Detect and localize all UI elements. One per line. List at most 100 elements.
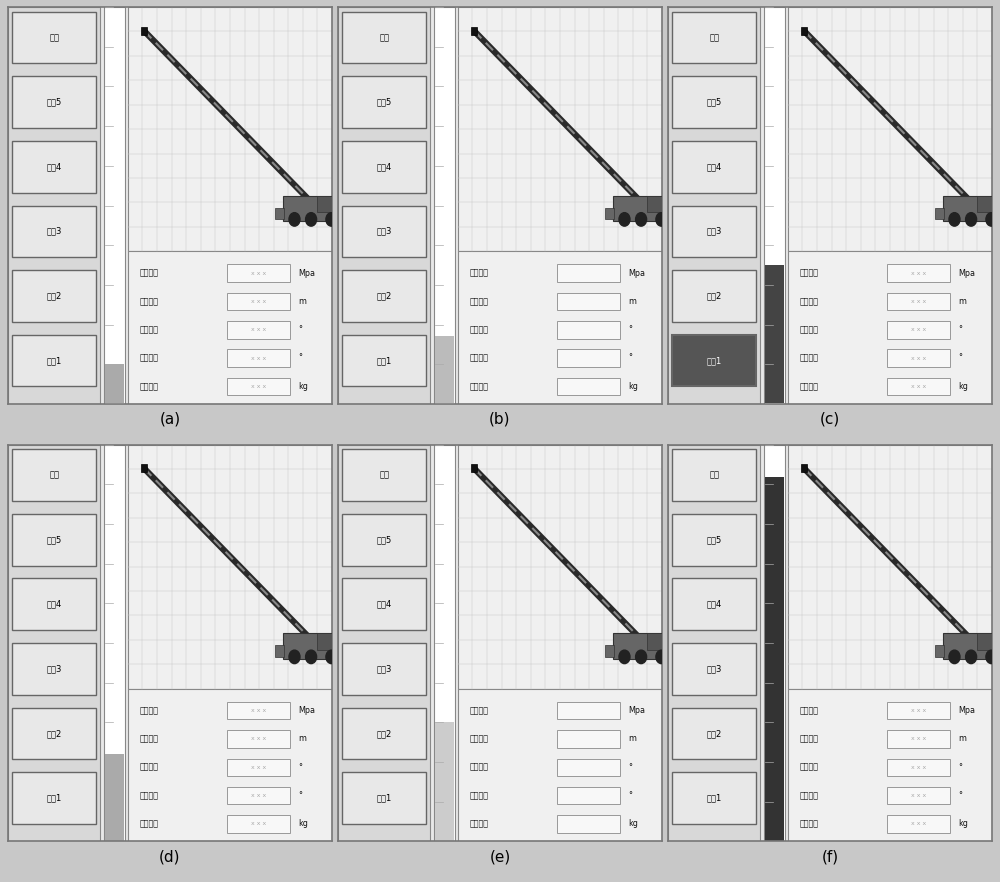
Bar [283,633,345,659]
Circle shape [949,650,960,663]
Text: 俯仰角度: 俯仰角度 [139,325,158,334]
Text: 检修4: 检修4 [377,600,392,609]
Text: Mpa: Mpa [298,269,315,278]
Bar [12,334,96,386]
Text: 测点应力: 测点应力 [139,269,158,278]
Text: (f): (f) [821,849,839,864]
Bar [342,772,426,824]
Text: x x x: x x x [251,355,266,361]
Bar [675,208,684,220]
Text: 检修3: 检修3 [46,664,62,673]
Text: 测点应力: 测点应力 [799,269,818,278]
Text: 检修2: 检修2 [47,291,62,301]
Text: (c): (c) [820,412,840,427]
Circle shape [306,650,317,663]
Text: 工作载荷: 工作载荷 [799,382,818,391]
Text: 工作载荷: 工作载荷 [139,382,158,391]
Text: 工作载荷: 工作载荷 [469,382,488,391]
Bar [12,77,96,128]
Bar [317,633,341,650]
Bar [458,7,662,251]
Bar [342,514,426,565]
Text: m: m [298,735,306,744]
Text: x x x: x x x [251,793,266,798]
Bar [227,293,290,310]
Bar [227,377,290,395]
Circle shape [289,650,300,663]
Bar [613,633,675,659]
Text: 俯仰角度: 俯仰角度 [469,763,488,772]
Bar [977,633,1000,650]
Bar [887,730,950,748]
Bar [458,251,662,404]
Circle shape [326,213,337,226]
Bar [887,293,950,310]
Text: 测点应力: 测点应力 [469,706,488,715]
Bar [887,815,950,833]
Bar [12,270,96,322]
Text: 检修1: 检修1 [47,794,62,803]
Text: 伸展长度: 伸展长度 [139,297,158,306]
Text: 工作载荷: 工作载荷 [139,819,158,828]
Bar [342,141,426,192]
Bar [434,7,455,404]
Bar [342,707,426,759]
Bar [342,270,426,322]
Bar [345,208,354,220]
Circle shape [636,213,647,226]
Text: x x x: x x x [911,299,926,304]
Text: 检修1: 检修1 [707,356,722,365]
Text: 检修5: 检修5 [707,535,722,544]
Bar [275,208,284,220]
Text: 俯仰角度: 俯仰角度 [139,763,158,772]
Bar [765,477,784,841]
Bar [141,464,147,473]
Bar [672,772,756,824]
Circle shape [656,650,667,663]
Bar [672,707,756,759]
Text: 测点应力: 测点应力 [799,706,818,715]
Text: °: ° [628,763,632,772]
Bar [935,208,944,220]
Text: 报废: 报废 [379,34,389,42]
Text: x x x: x x x [911,355,926,361]
Bar [8,7,100,404]
Bar [471,27,477,35]
Text: 回转角度: 回转角度 [799,354,818,363]
Bar [458,445,662,689]
Circle shape [619,213,630,226]
Text: x x x: x x x [251,708,266,714]
Bar [672,334,756,386]
Text: x x x: x x x [251,327,266,333]
Circle shape [966,213,977,226]
Bar [672,643,756,695]
Text: x x x: x x x [251,736,266,742]
Bar [672,449,756,501]
Text: 伸展长度: 伸展长度 [469,735,488,744]
Text: Mpa: Mpa [628,269,645,278]
Text: 检修2: 检修2 [377,291,392,301]
Bar [557,730,620,748]
Text: 伸展长度: 伸展长度 [139,735,158,744]
Text: 伸展长度: 伸展长度 [799,297,818,306]
Text: Mpa: Mpa [298,706,315,715]
Bar [675,646,684,657]
Bar [128,7,332,251]
Text: 工作载荷: 工作载荷 [469,819,488,828]
Text: 俯仰角度: 俯仰角度 [799,763,818,772]
Text: x x x: x x x [251,299,266,304]
Bar [935,646,944,657]
Text: 检修4: 检修4 [707,600,722,609]
Text: x x x: x x x [911,327,926,333]
Text: kg: kg [958,819,968,828]
Text: 测点应力: 测点应力 [139,706,158,715]
Text: 检修5: 检修5 [707,98,722,107]
Text: 检修1: 检修1 [707,794,722,803]
Bar [557,815,620,833]
Bar [788,251,992,404]
Text: 回转角度: 回转角度 [469,791,488,800]
Bar [943,633,1000,659]
Bar [605,646,614,657]
Circle shape [949,213,960,226]
Text: kg: kg [628,382,638,391]
